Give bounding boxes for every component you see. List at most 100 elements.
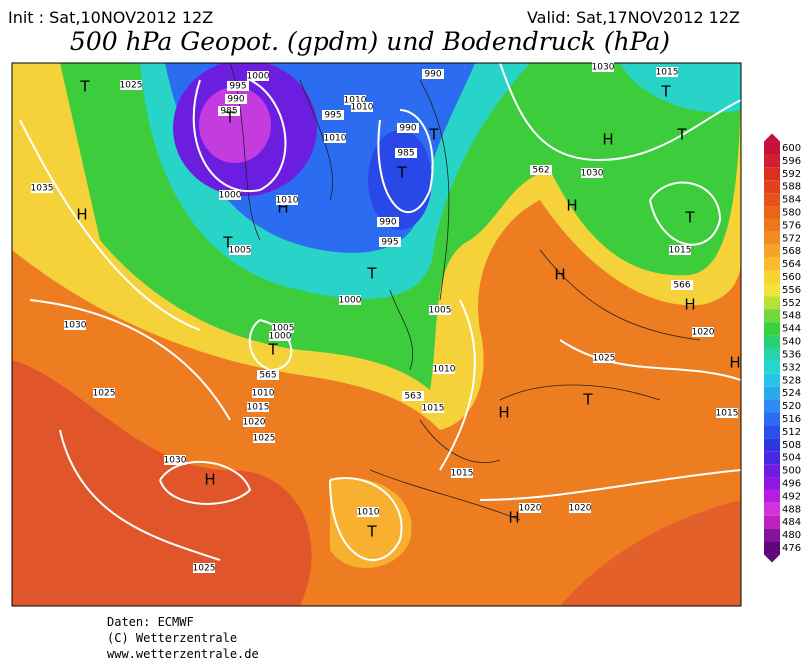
pressure-center: T (396, 164, 407, 182)
isobar-label-bg (351, 102, 373, 112)
colorbar-tick-label: 480 (782, 530, 801, 541)
isobar-label-bg (164, 455, 186, 465)
isobar-label: 1030 (581, 169, 604, 179)
colorbar-tick-label: 584 (782, 195, 801, 206)
colorbar-tick-label: 580 (782, 208, 801, 219)
colorbar-band (764, 528, 780, 542)
isobar-label-bg (225, 94, 247, 104)
isobar-label-bg (31, 183, 53, 193)
colorbar-band (764, 477, 780, 490)
colorbar-band (764, 180, 780, 194)
isobar-label: 1020 (243, 418, 266, 428)
isobar-label-bg (229, 245, 251, 255)
pressure-center: T (267, 341, 278, 359)
colorbar-band (764, 412, 780, 426)
colorbar-tick-label: 556 (782, 285, 801, 296)
isobar-label-bg (324, 133, 346, 143)
isobar-label-bg (716, 408, 738, 418)
isobar-label-bg (593, 353, 615, 363)
isobar-label: 1005 (429, 306, 452, 316)
colorbar-tick-label: 496 (782, 478, 801, 489)
pressure-center: H (729, 354, 740, 372)
colorbar-band (764, 464, 780, 478)
isobar-label: 1020 (569, 504, 592, 514)
isobar-label: 995 (381, 238, 398, 248)
colorbar-tick-label: 484 (782, 517, 801, 528)
colorbar-band (764, 270, 780, 284)
isobar-label: 566 (673, 281, 690, 291)
isobar-label: 1030 (164, 456, 187, 466)
colorbar-tick-label: 564 (782, 259, 801, 270)
colorbar-band (764, 451, 780, 465)
isobar-label-bg (669, 245, 691, 255)
isobar-label: 1010 (324, 134, 347, 144)
isobar-label-bg (422, 69, 444, 79)
isobar-label-bg (276, 195, 298, 205)
isobar-label: 1000 (269, 332, 292, 342)
isobar-label: 1025 (93, 389, 116, 399)
isobar-label: 1025 (193, 564, 216, 574)
isobar-label: 1015 (669, 246, 692, 256)
colorbar-band (764, 438, 780, 452)
map-frame (11, 62, 742, 607)
colorbar-tick-label: 576 (782, 220, 801, 231)
isobar-label: 995 (229, 82, 246, 92)
colorbar-tick-label: 568 (782, 246, 801, 257)
isobar-label-bg (422, 403, 444, 413)
isobar-label-bg (269, 331, 291, 341)
isobar-label: 1020 (692, 328, 715, 338)
pressure-center: H (554, 266, 565, 284)
colorbar-band (764, 231, 780, 245)
isobar-label-bg (671, 280, 693, 290)
isobar-label: 1000 (247, 72, 270, 82)
isobar-label-bg (219, 190, 241, 200)
isobar-label-bg (592, 62, 614, 72)
isobar-label-bg (272, 323, 294, 333)
pressure-center: T (224, 109, 235, 127)
colorbar-band (764, 206, 780, 219)
isobar-label-bg (247, 402, 269, 412)
pressure-center: T (222, 234, 233, 252)
isobar-label-bg (433, 364, 455, 374)
colorbar-end (764, 133, 780, 142)
pressure-center: H (204, 471, 215, 489)
isobar-label-bg (581, 168, 603, 178)
isobar-label: 1010 (433, 365, 456, 375)
isobar-label: 1005 (272, 324, 295, 334)
colorbar-band (764, 296, 780, 310)
colorbar-band (764, 218, 780, 232)
colorbar-band (764, 360, 780, 374)
pressure-center: T (366, 265, 377, 283)
isobar-label: 1025 (593, 354, 616, 364)
colorbar-band (764, 502, 780, 516)
pressure-center: H (602, 131, 613, 149)
isobar-label-bg (218, 106, 240, 116)
isobar-label: 1015 (422, 404, 445, 414)
isobar-label-bg (120, 80, 142, 90)
colorbar-band (764, 348, 780, 361)
isobar-label: 985 (397, 149, 414, 159)
isobar-label: 1010 (357, 508, 380, 518)
isobar-label-bg (397, 123, 419, 133)
colorbar-band (764, 373, 780, 387)
isobar-label-bg (519, 503, 541, 513)
colorbar-tick-label: 532 (782, 362, 801, 373)
isobar-label: 1025 (120, 81, 143, 91)
colorbar-band (764, 193, 780, 207)
isobar-label: 990 (379, 218, 396, 228)
map-title: 500 hPa Geopot. (gpdm) und Bodendruck (h… (70, 27, 670, 56)
isobar-label-bg (402, 391, 424, 401)
isobar-label: 1010 (252, 389, 275, 399)
colorbar-tick-label: 560 (782, 272, 801, 283)
isobar-label-bg (252, 388, 274, 398)
colorbar-band (764, 257, 780, 271)
isobar-label-bg (344, 95, 366, 105)
colorbar-tick-label: 500 (782, 466, 801, 477)
colorbar-tick-label: 524 (782, 388, 801, 399)
isobar-label-bg (451, 468, 473, 478)
colorbar-band (764, 386, 780, 400)
valid-time: Valid: Sat,17NOV2012 12Z (527, 8, 740, 27)
isobar-label-bg (64, 320, 86, 330)
isobar-label: 1035 (31, 184, 54, 194)
colorbar-band (764, 515, 780, 529)
